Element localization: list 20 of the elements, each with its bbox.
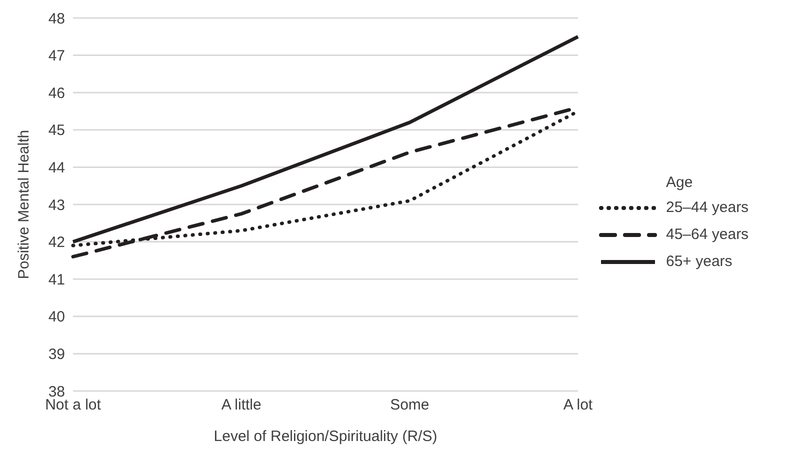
y-tick-label: 42 bbox=[48, 234, 65, 252]
y-tick-label: 48 bbox=[48, 10, 65, 28]
y-tick-label: 46 bbox=[48, 84, 65, 102]
line-series bbox=[71, 34, 580, 244]
legend-label: 65+ years bbox=[666, 253, 732, 270]
x-axis-title: Level of Religion/Spirituality (R/S) bbox=[214, 428, 438, 445]
y-tick-label: 47 bbox=[48, 48, 65, 65]
legend-label: 25–44 years bbox=[666, 199, 749, 216]
y-axis-title: Positive Mental Health bbox=[15, 130, 32, 280]
y-tick-label: 45 bbox=[48, 122, 65, 140]
y-tick-label: 43 bbox=[48, 196, 65, 214]
x-tick-label: Some bbox=[390, 396, 430, 414]
legend-label: 45–64 years bbox=[666, 226, 749, 243]
y-tick-label: 39 bbox=[48, 346, 65, 364]
y-tick-label: 41 bbox=[48, 271, 65, 288]
x-tick-label: A little bbox=[221, 396, 262, 414]
y-tick-label: 44 bbox=[48, 160, 65, 177]
y-tick-label: 40 bbox=[48, 308, 65, 326]
legend-title: Age bbox=[666, 174, 694, 191]
x-tick-label: A lot bbox=[563, 396, 594, 414]
